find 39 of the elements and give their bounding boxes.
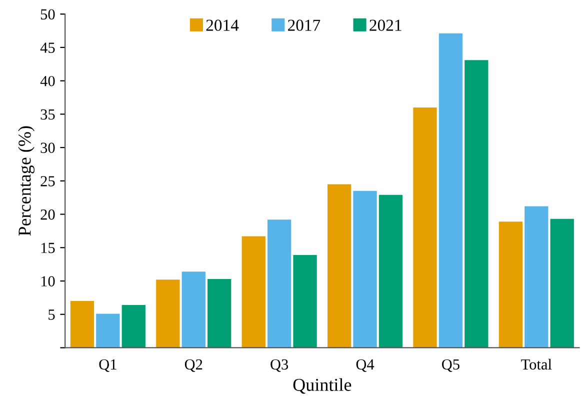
y-tick-label: 20 bbox=[40, 209, 55, 220]
x-tick-label: Q5 bbox=[442, 359, 460, 372]
y-tick-label: 35 bbox=[40, 109, 55, 120]
legend-label: 2017 bbox=[288, 20, 320, 31]
y-tick-label: 10 bbox=[41, 276, 55, 286]
bar bbox=[464, 60, 488, 348]
bar bbox=[70, 301, 94, 348]
bar bbox=[327, 184, 352, 348]
y-tick-label: 15 bbox=[41, 242, 55, 254]
y-tick-label: 50 bbox=[40, 9, 55, 20]
x-tick-label: Q1 bbox=[99, 359, 116, 372]
bar bbox=[96, 314, 120, 348]
bar bbox=[293, 254, 317, 348]
bar bbox=[378, 194, 403, 348]
y-tick-label: 40 bbox=[40, 76, 55, 86]
bar bbox=[438, 33, 463, 348]
y-tick-label: 30 bbox=[40, 142, 55, 153]
legend-label: 2014 bbox=[206, 20, 239, 31]
x-tick-label: Total bbox=[521, 358, 552, 370]
y-axis-title: Percentage (%) bbox=[18, 126, 35, 236]
bar bbox=[182, 272, 206, 348]
bar bbox=[267, 220, 292, 348]
bar bbox=[413, 107, 437, 348]
y-tick-label: 25 bbox=[40, 176, 55, 186]
bar bbox=[498, 222, 523, 348]
x-axis-title: Quintile bbox=[293, 378, 352, 394]
bar bbox=[353, 190, 377, 348]
legend-label: 2021 bbox=[370, 20, 402, 31]
bar bbox=[208, 278, 232, 348]
x-tick-label: Q3 bbox=[270, 359, 288, 372]
bar bbox=[550, 218, 574, 348]
bar bbox=[524, 206, 548, 348]
x-tick-label: Q2 bbox=[184, 359, 202, 372]
bar bbox=[242, 236, 266, 348]
y-tick-label: 45 bbox=[40, 42, 55, 53]
bar bbox=[122, 305, 146, 348]
x-tick-label: Q4 bbox=[356, 359, 374, 372]
bar bbox=[156, 280, 180, 348]
y-tick-label: 5 bbox=[48, 310, 55, 320]
